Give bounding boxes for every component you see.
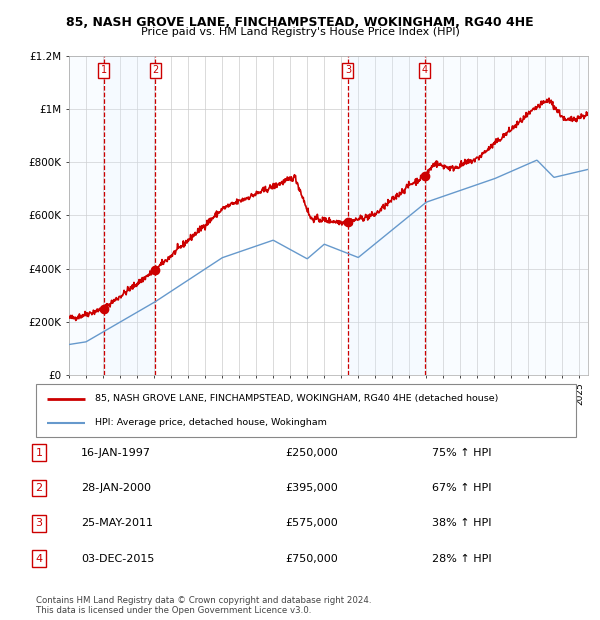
Bar: [425, 56, 588, 375]
Text: 85, NASH GROVE LANE, FINCHAMPSTEAD, WOKINGHAM, RG40 4HE: 85, NASH GROVE LANE, FINCHAMPSTEAD, WOKI…: [66, 16, 534, 29]
Text: 2: 2: [35, 483, 43, 493]
Text: 85, NASH GROVE LANE, FINCHAMPSTEAD, WOKINGHAM, RG40 4HE (detached house): 85, NASH GROVE LANE, FINCHAMPSTEAD, WOKI…: [95, 394, 499, 403]
FancyBboxPatch shape: [36, 384, 576, 437]
Text: 28-JAN-2000: 28-JAN-2000: [81, 483, 151, 493]
Bar: [348, 56, 425, 375]
Text: £395,000: £395,000: [286, 483, 338, 493]
Text: 1: 1: [101, 65, 107, 75]
Text: Contains HM Land Registry data © Crown copyright and database right 2024.
This d: Contains HM Land Registry data © Crown c…: [36, 596, 371, 615]
Text: 16-JAN-1997: 16-JAN-1997: [81, 448, 151, 458]
Text: £575,000: £575,000: [286, 518, 338, 528]
Text: 03-DEC-2015: 03-DEC-2015: [81, 554, 154, 564]
Bar: [104, 56, 155, 375]
Text: 1: 1: [35, 448, 43, 458]
Text: 75% ↑ HPI: 75% ↑ HPI: [432, 448, 491, 458]
Text: 25-MAY-2011: 25-MAY-2011: [81, 518, 153, 528]
Text: 3: 3: [35, 518, 43, 528]
Text: 38% ↑ HPI: 38% ↑ HPI: [432, 518, 491, 528]
Text: 4: 4: [35, 554, 43, 564]
Text: 67% ↑ HPI: 67% ↑ HPI: [432, 483, 491, 493]
Text: £750,000: £750,000: [286, 554, 338, 564]
Bar: [155, 56, 348, 375]
Bar: [69, 56, 104, 375]
Text: 28% ↑ HPI: 28% ↑ HPI: [432, 554, 491, 564]
Text: 2: 2: [152, 65, 158, 75]
Text: Price paid vs. HM Land Registry's House Price Index (HPI): Price paid vs. HM Land Registry's House …: [140, 27, 460, 37]
Text: HPI: Average price, detached house, Wokingham: HPI: Average price, detached house, Woki…: [95, 418, 327, 427]
Text: 3: 3: [345, 65, 351, 75]
Text: 4: 4: [422, 65, 428, 75]
Text: £250,000: £250,000: [286, 448, 338, 458]
